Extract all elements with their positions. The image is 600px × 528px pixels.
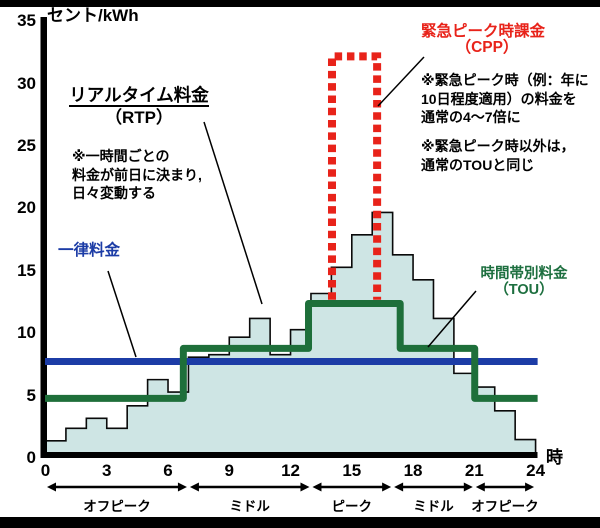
y-tick-label: 30 <box>17 73 36 93</box>
tou-pointer-line <box>427 290 477 348</box>
top-black-bar <box>0 0 600 7</box>
y-tick-label: 25 <box>17 136 36 155</box>
zone-arrowhead <box>177 482 187 492</box>
y-axis-line <box>40 17 47 458</box>
x-tick-label: 9 <box>224 461 234 480</box>
zone-arrowhead <box>382 482 392 492</box>
tou-subtitle: （TOU） <box>494 282 554 299</box>
rtp-note-line: ※一時間ごとの <box>72 148 170 164</box>
y-tick-label: 10 <box>17 323 36 343</box>
x-tick-label: 0 <box>40 461 51 480</box>
rtp-annotation: リアルタイム料金 （RTP） <box>56 86 222 127</box>
cpp-note-2: ※緊急ピーク時以外は， 通常のTOUと同じ <box>421 137 575 174</box>
zone-arrowhead <box>525 482 535 492</box>
cpp-note-line: ※緊急ピーク時以外は， <box>421 138 575 154</box>
y-tick-label: 15 <box>17 260 36 280</box>
x-tick-label: 21 <box>464 461 484 480</box>
x-axis-line <box>40 452 538 458</box>
tou-title: 時間帯別料金 <box>480 266 568 282</box>
x-axis-unit-label: 時 <box>546 448 563 467</box>
rtp-note-line: 日々変動する <box>72 185 156 201</box>
cpp-dashed-line <box>327 52 382 300</box>
rtp-subtitle: （RTP） <box>105 108 173 128</box>
cpp-note-1: ※緊急ピーク時（例：年に 10日程度適用）の料金を 通常の4～7倍に <box>421 71 589 127</box>
tou-annotation: 時間帯別料金 （TOU） <box>468 266 580 299</box>
zone-label: ミドル <box>229 499 270 514</box>
x-tick-label: 24 <box>526 461 546 480</box>
zone-label: ミドル <box>413 499 454 514</box>
x-tick-label: 3 <box>102 461 112 480</box>
cpp-note-line: 通常の4～7倍に <box>421 109 521 125</box>
zone-arrowhead <box>475 482 485 492</box>
cpp-subtitle: （CPP） <box>455 39 519 57</box>
flat-rate-label: 一律料金 <box>58 242 121 259</box>
y-tick-label: 5 <box>26 385 36 405</box>
zone-label: オフピーク <box>471 499 539 514</box>
cpp-note-line: 10日程度適用）の料金を <box>421 90 577 107</box>
y-tick-label: 0 <box>26 448 36 467</box>
rtp-title: リアルタイム料金 <box>69 86 209 108</box>
zone-arrowhead <box>463 482 473 492</box>
x-tick-label: 15 <box>342 461 362 480</box>
cpp-note-line: ※緊急ピーク時（例：年に <box>421 72 589 88</box>
zone-arrowhead <box>300 482 310 492</box>
zone-arrowhead <box>189 482 199 492</box>
flat-pointer-line <box>107 270 137 358</box>
cpp-note-line: 通常のTOUと同じ <box>421 156 535 173</box>
zone-label: ピーク <box>331 499 373 514</box>
bottom-black-bar <box>0 517 600 528</box>
cpp-title: 緊急ピーク時課金 <box>421 23 546 40</box>
cpp-pointer-line <box>377 56 425 107</box>
y-tick-label: 20 <box>17 198 36 218</box>
rtp-note-line: 料金が前日に決まり, <box>72 166 202 183</box>
zone-arrowhead <box>312 482 322 492</box>
zone-arrowhead <box>394 482 404 492</box>
zone-arrowhead <box>47 482 56 492</box>
cpp-annotation: 緊急ピーク時課金 （CPP） <box>421 23 561 57</box>
rtp-note: ※一時間ごとの 料金が前日に決まり, 日々変動する <box>72 147 202 203</box>
x-tick-label: 6 <box>163 461 173 480</box>
x-tick-label: 18 <box>403 461 423 480</box>
tou-step-line <box>45 299 538 402</box>
y-tick-label: 35 <box>17 11 36 31</box>
zone-label: オフピーク <box>83 499 151 514</box>
y-axis-unit-label: セント/kWh <box>47 6 139 25</box>
rtp-pointer-line <box>203 121 263 305</box>
x-tick-label: 12 <box>281 461 300 480</box>
